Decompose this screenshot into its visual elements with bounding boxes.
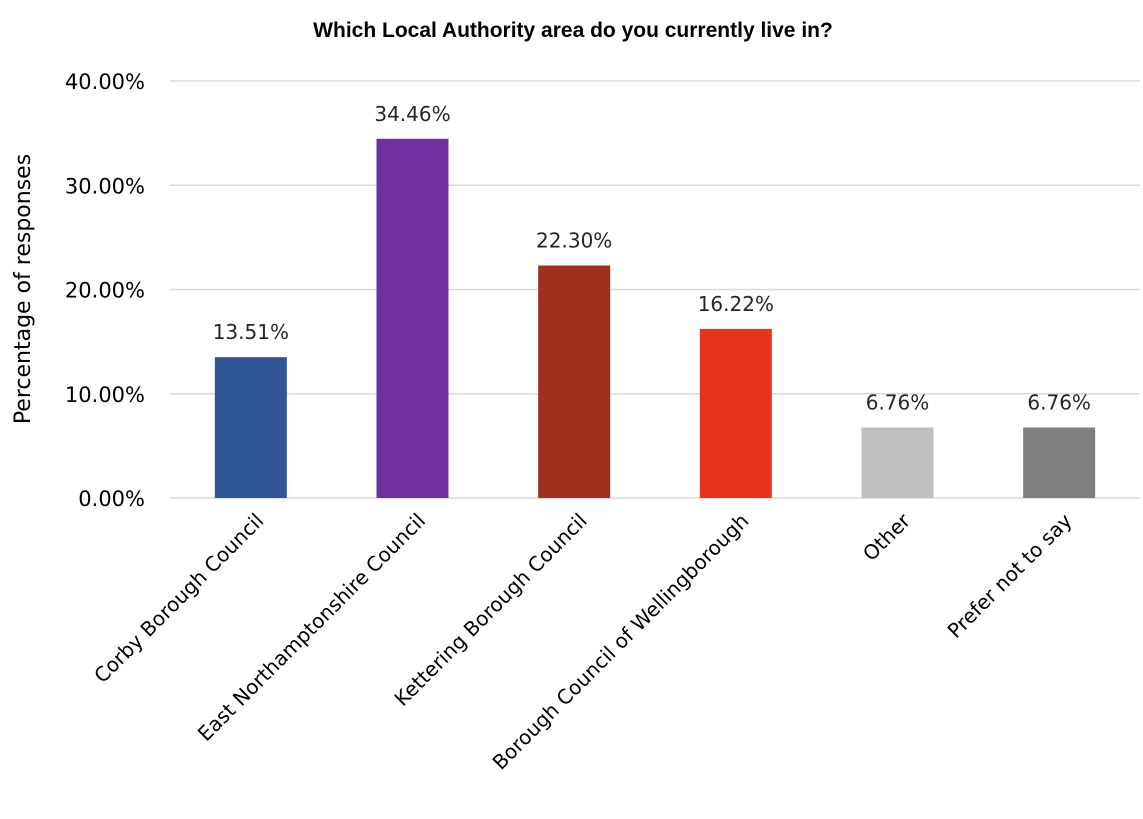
- x-tick-label: Kettering Borough Council: [389, 509, 591, 711]
- data-labels: 13.51% 34.46% 22.30% 16.22% 6.76% 6.76%: [213, 102, 1091, 415]
- y-axis-label: Percentage of responses: [11, 154, 36, 424]
- data-label: 34.46%: [374, 102, 450, 126]
- bar: [1023, 427, 1096, 498]
- x-tick-label: Borough Council of Wellingborough: [488, 509, 754, 775]
- gridlines: [170, 80, 1140, 499]
- data-label: 16.22%: [698, 292, 774, 316]
- bar: [538, 265, 611, 498]
- bar: [214, 357, 287, 498]
- bar: [699, 328, 772, 498]
- y-tick-label: 0.00%: [78, 487, 145, 511]
- y-tick-label: 30.00%: [65, 174, 145, 198]
- data-label: 6.76%: [866, 391, 930, 415]
- x-tick-label: Other: [858, 508, 916, 566]
- bar: [861, 427, 934, 498]
- x-tick-label: Prefer not to say: [943, 508, 1077, 642]
- data-label: 22.30%: [536, 229, 612, 253]
- y-tick-label: 20.00%: [65, 279, 145, 303]
- y-tick-label: 40.00%: [65, 70, 145, 94]
- y-tick-label: 10.00%: [65, 383, 145, 407]
- data-label: 6.76%: [1027, 391, 1091, 415]
- bar: [376, 138, 449, 498]
- data-label: 13.51%: [213, 320, 289, 344]
- chart-title: Which Local Authority area do you curren…: [313, 19, 833, 42]
- x-tick-label: Corby Borough Council: [89, 509, 268, 688]
- bars: [214, 138, 1096, 498]
- y-axis-ticks: 0.00% 10.00% 20.00% 30.00% 40.00%: [65, 70, 145, 511]
